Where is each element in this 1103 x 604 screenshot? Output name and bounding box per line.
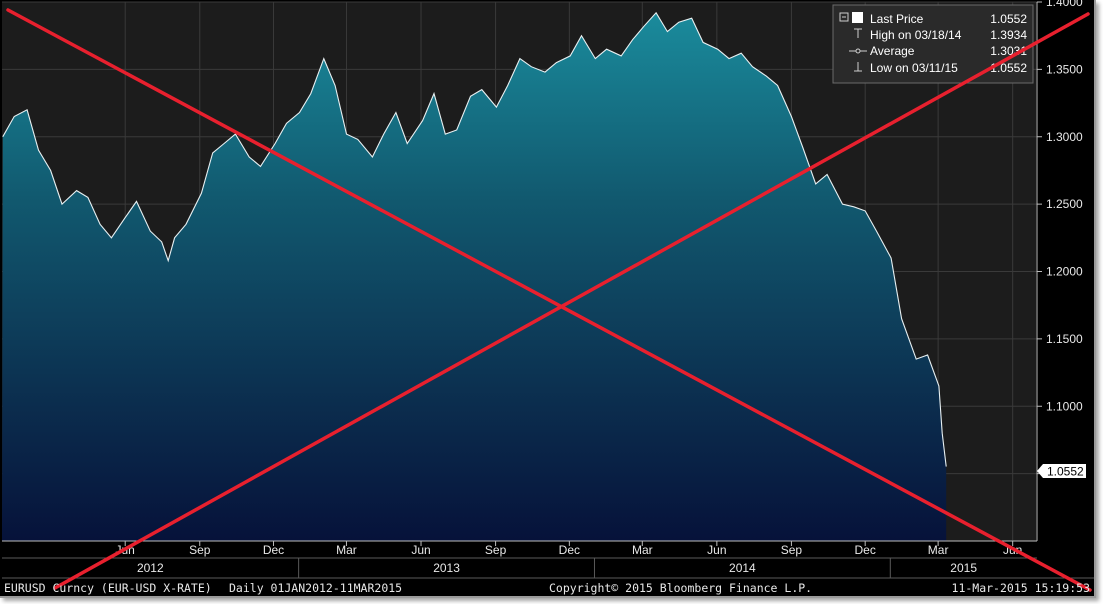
legend-average-icon <box>849 48 867 54</box>
y-tick-label-5: 1.1500 <box>1046 332 1083 346</box>
x-tick-label-8: Jun <box>707 543 726 557</box>
footer-period: Daily 01JAN2012-11MAR2015 <box>229 581 402 595</box>
legend: Last Price 1.0552 High on 03/18/14 1.393… <box>832 4 1034 84</box>
legend-label-last-price: Last Price <box>870 12 924 26</box>
legend-label-low: Low on 03/11/15 <box>870 61 958 75</box>
x-tick-label-11: Mar <box>928 543 949 557</box>
red-cross-line-descending <box>6 8 1092 592</box>
footer-copyright: Copyright© 2015 Bloomberg Finance L.P. <box>549 581 812 595</box>
series-area-fill <box>2 12 947 542</box>
y-tick-label-1: 1.3500 <box>1046 62 1083 76</box>
y-tick-label-3: 1.2500 <box>1046 197 1083 211</box>
x-tick-label-5: Sep <box>485 543 507 557</box>
legend-swatch-last-price <box>852 12 863 23</box>
y-tick-label-0: 1.4000 <box>1046 0 1083 9</box>
legend-label-average: Average <box>870 44 915 58</box>
x-tick-label-7: Mar <box>632 543 653 557</box>
year-label-2014: 2014 <box>729 561 756 575</box>
year-label-2012: 2012 <box>137 561 164 575</box>
y-tick-label-4: 1.2000 <box>1046 265 1083 279</box>
red-cross-annotation <box>6 8 1092 592</box>
x-tick-label-1: Sep <box>189 543 211 557</box>
year-label-2015: 2015 <box>950 561 977 575</box>
footer-timestamp: 11-Mar-2015 15:19:53 <box>952 581 1091 595</box>
y-tick-label-2: 1.3000 <box>1046 130 1083 144</box>
series-line-last-price <box>2 11 947 467</box>
year-label-2013: 2013 <box>433 561 460 575</box>
y-axis-ticks: 1.4000 1.3500 1.3000 1.2500 1.2000 1.1500 1.10… <box>1037 0 1083 481</box>
x-tick-label-10: Dec <box>855 543 876 557</box>
y-tick-label-6: 1.1000 <box>1046 399 1083 413</box>
red-cross-line-ascending <box>53 12 1090 590</box>
legend-value-high: 1.3934 <box>990 28 1027 42</box>
legend-value-last-price: 1.0552 <box>990 12 1027 26</box>
legend-collapse-icon[interactable] <box>839 12 849 22</box>
x-tick-label-4: Jun <box>411 543 430 557</box>
footer-bar: EURUSD Curncy (EUR-USD X-RATE) Daily 01J… <box>4 581 1090 595</box>
x-tick-label-2: Dec <box>263 543 284 557</box>
x-axis-year-labels: 2012 2013 2014 2015 <box>137 558 977 578</box>
legend-low-icon <box>854 62 862 72</box>
legend-high-icon <box>854 28 862 38</box>
legend-value-low: 1.0552 <box>990 61 1027 75</box>
x-tick-label-9: Sep <box>781 543 803 557</box>
x-axis-month-ticks: JunSepDecMarJunSepDecMarJunSepDecMarJun <box>116 541 1022 557</box>
footer-security: EURUSD Curncy (EUR-USD X-RATE) <box>4 581 212 595</box>
last-price-badge: 1.0552 <box>1037 464 1086 479</box>
x-axis <box>2 540 1094 579</box>
last-price-badge-value: 1.0552 <box>1047 465 1084 479</box>
x-tick-label-6: Dec <box>559 543 580 557</box>
x-tick-label-3: Mar <box>336 543 357 557</box>
legend-label-high: High on 03/18/14 <box>870 28 962 42</box>
